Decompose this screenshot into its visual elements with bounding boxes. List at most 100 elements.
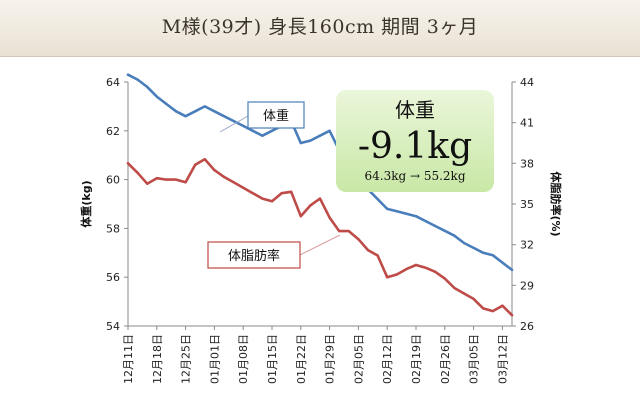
data-point-weight (146, 85, 149, 89)
data-point-fat (434, 270, 437, 273)
page-title: M様(39才) 身長160cm 期間 3ヶ月 (161, 16, 479, 38)
data-point-weight (405, 212, 408, 215)
x-tick-label: 01月08日 (237, 334, 250, 384)
data-point-fat (299, 215, 302, 218)
data-point-weight (174, 110, 178, 113)
data-point-weight (424, 219, 427, 223)
x-tick-label: 02月26日 (439, 334, 452, 384)
weight-callout-pointer (219, 115, 249, 133)
data-point-weight (472, 246, 475, 250)
data-point-weight (136, 78, 139, 81)
data-point-fat (386, 276, 389, 279)
data-point-fat (251, 191, 254, 195)
data-point-fat (165, 178, 168, 181)
y-right-tick-label: 44 (520, 76, 534, 89)
fat-callout-pointer (299, 234, 341, 256)
x-tick-label: 01月22日 (295, 334, 308, 384)
y-left-tick-label: 58 (106, 222, 120, 235)
y-axis-left-label: 体重(kg) (79, 180, 93, 227)
highlight-title: 体重 (395, 98, 435, 122)
data-point-fat (366, 248, 370, 252)
weight-loss-highlight: 体重 -9.1kg 64.3kg → 55.2kg (336, 90, 494, 192)
data-point-fat (155, 177, 158, 180)
data-point-weight (222, 114, 226, 118)
data-point-weight (126, 73, 130, 76)
data-point-weight (414, 215, 418, 218)
data-point-fat (194, 163, 197, 166)
y-axis-right-label: 体脂肪率(%) (549, 171, 563, 236)
data-point-weight (261, 134, 264, 137)
data-point-fat (338, 229, 341, 233)
x-tick-label: 01月15日 (266, 334, 279, 384)
data-point-weight (482, 251, 485, 254)
data-point-fat (261, 197, 264, 200)
data-point-fat (184, 181, 187, 184)
y-right-tick-label: 38 (520, 157, 534, 170)
y-right-tick-label: 41 (520, 117, 534, 130)
fat-callout-box (207, 241, 301, 269)
data-point-fat (318, 197, 322, 200)
data-point-weight (328, 129, 331, 132)
data-point-fat (136, 171, 139, 175)
data-point-weight (443, 229, 446, 233)
data-point-weight (251, 129, 254, 132)
data-point-weight (155, 95, 158, 98)
data-point-fat (424, 266, 427, 269)
weight-callout-label: 体重 (263, 108, 289, 124)
data-point-fat (174, 178, 178, 181)
data-point-fat (222, 175, 226, 179)
fat-callout: 体脂肪率 (207, 234, 341, 269)
data-point-fat (126, 162, 130, 165)
data-point-fat (443, 277, 446, 280)
data-point-weight (386, 207, 389, 211)
data-point-weight (510, 268, 514, 272)
data-point-fat (347, 229, 350, 233)
data-point-fat (290, 190, 293, 193)
data-point-fat (405, 267, 408, 271)
y-right-tick-label: 29 (520, 279, 534, 292)
data-point-fat (395, 273, 398, 276)
x-tick-label: 12月25日 (180, 334, 193, 384)
data-point-fat (357, 238, 360, 241)
data-point-fat (203, 158, 206, 161)
data-point-weight (299, 141, 302, 145)
y-left-tick-label: 62 (106, 125, 120, 138)
data-point-weight (491, 254, 494, 257)
data-point-fat (462, 292, 466, 295)
data-point-fat (501, 304, 504, 307)
y-right-tick-label: 32 (520, 239, 534, 252)
x-tick-label: 12月11日 (122, 334, 135, 384)
data-point-weight (376, 197, 379, 201)
y-right-tick-label: 35 (520, 198, 534, 211)
data-point-fat (510, 313, 514, 317)
page-header: M様(39才) 身長160cm 期間 3ヶ月 (0, 0, 640, 57)
data-point-fat (472, 297, 475, 301)
weight-callout-box (247, 101, 305, 129)
x-tick-label: 02月05日 (352, 334, 365, 384)
data-point-weight (203, 105, 206, 108)
data-point-fat (242, 186, 245, 189)
data-point-fat (232, 181, 235, 184)
highlight-value: -9.1kg (358, 126, 472, 167)
data-point-fat (482, 307, 485, 310)
data-point-weight (501, 261, 504, 264)
data-point-weight (270, 129, 274, 132)
highlight-range: 64.3kg → 55.2kg (364, 169, 465, 183)
data-point-fat (270, 200, 274, 203)
data-point-fat (309, 204, 312, 207)
x-tick-label: 02月19日 (410, 334, 423, 384)
x-tick-label: 12月18日 (151, 334, 164, 384)
y-left-tick-label: 54 (106, 320, 120, 333)
data-point-weight (318, 134, 322, 137)
weight-callout: 体重 (219, 101, 305, 133)
data-point-weight (242, 124, 245, 128)
x-tick-label: 03月12日 (496, 334, 509, 384)
data-point-fat (414, 263, 418, 267)
x-tick-label: 03月05日 (468, 334, 481, 384)
data-point-weight (194, 110, 197, 113)
y-left-tick-label: 56 (106, 271, 120, 284)
data-point-weight (309, 139, 312, 142)
data-point-fat (213, 168, 216, 172)
data-point-fat (328, 216, 331, 219)
